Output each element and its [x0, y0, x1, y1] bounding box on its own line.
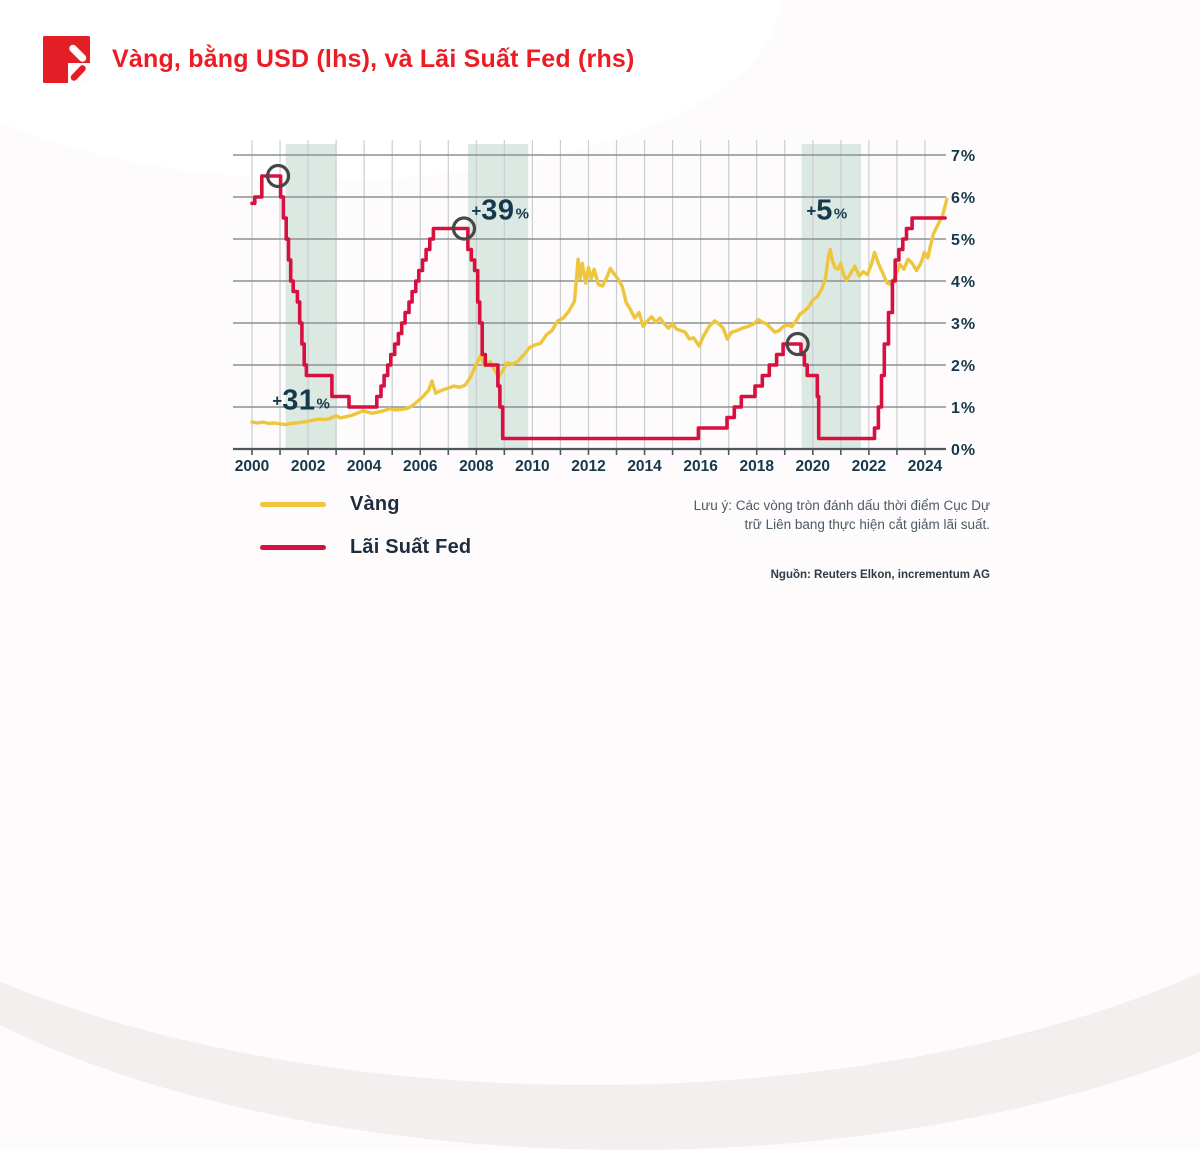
legend-item-fed-rate: Lãi Suất Fed — [260, 535, 471, 559]
x-axis-tick-label: 2014 — [627, 458, 662, 475]
annotation-percent-sign: % — [833, 205, 848, 223]
legend-swatch-gold — [260, 501, 326, 507]
rate-cut-circle — [785, 331, 810, 357]
source-credit: Nguồn: Reuters Elkon, incrementum AG — [770, 569, 990, 581]
annotation-value: 31 — [282, 384, 316, 417]
x-axis-tick-label: 2008 — [459, 458, 494, 475]
annotation-plus-sign: + — [272, 391, 283, 411]
annotation-value: 5 — [816, 194, 833, 227]
x-axis-tick-label: 2024 — [908, 458, 943, 475]
y-axis-tick-label: 5% — [951, 232, 976, 249]
footnote: Lưu ý: Các vòng tròn đánh dấu thời điểm … — [570, 496, 990, 534]
x-axis-tick-label: 2020 — [796, 458, 830, 475]
annotation-value: 39 — [481, 194, 515, 227]
legend: Vàng Lãi Suất Fed — [260, 492, 471, 578]
y-axis-tick-label: 2% — [951, 358, 976, 375]
x-axis-tick-label: 2010 — [515, 458, 549, 475]
x-axis-tick-label: 2022 — [852, 458, 886, 475]
x-axis-tick-label: 2012 — [571, 458, 605, 475]
rate-cut-band — [801, 144, 862, 449]
legend-item-gold: Vàng — [260, 492, 471, 516]
annotation-gain-31pct: +31% — [272, 386, 330, 415]
annotation-gain-39pct: +39% — [471, 196, 529, 225]
x-axis-tick-label: 2002 — [291, 458, 325, 475]
y-axis-tick-label: 0% — [951, 442, 976, 459]
x-axis-tick-label: 2006 — [403, 458, 438, 475]
fed-rate-step-line — [250, 174, 947, 441]
y-axis-tick-label: 7% — [951, 148, 976, 165]
annotation-gain-5pct: +5% — [806, 196, 847, 225]
y-axis-tick-label: 4% — [951, 274, 976, 291]
x-axis-tick-label: 2004 — [347, 458, 382, 475]
page-title: Vàng, bằng USD (lhs), và Lãi Suất Fed (r… — [112, 45, 635, 73]
legend-swatch-fed-rate — [260, 544, 326, 550]
annotation-percent-sign: % — [316, 395, 330, 413]
y-axis-tick-label: 3% — [951, 316, 976, 333]
gold-price-line — [250, 197, 949, 427]
legend-label-fed-rate: Lãi Suất Fed — [350, 535, 472, 558]
annotation-plus-sign: + — [806, 201, 817, 221]
annotation-percent-sign: % — [515, 205, 529, 223]
x-axis-tick-label: 2000 — [235, 458, 269, 475]
footnote-line-1: Lưu ý: Các vòng tròn đánh dấu thời điểm … — [693, 498, 990, 513]
rate-cut-circle — [451, 216, 477, 241]
rate-cut-circle — [265, 163, 291, 189]
legend-label-gold: Vàng — [350, 492, 400, 515]
header: Vàng, bằng USD (lhs), và Lãi Suất Fed (r… — [43, 36, 635, 83]
gold-vs-fed-rate-chart: 0% 1% 2% 3% 4% 5% 6% 7% 2000 2002 2004 2006 2008 2010… — [233, 140, 976, 475]
y-axis-tick-label: 1% — [951, 400, 976, 417]
incrementum-flag-logo-icon — [43, 36, 90, 83]
rate-cut-band — [285, 144, 337, 449]
x-axis-tick-label: 2016 — [683, 458, 718, 475]
footnote-line-2: trữ Liên bang thực hiện cắt giảm lãi suấ… — [744, 517, 990, 532]
y-axis-tick-label: 6% — [951, 190, 976, 207]
annotation-plus-sign: + — [471, 201, 482, 221]
x-axis-tick-label: 2018 — [739, 458, 774, 475]
